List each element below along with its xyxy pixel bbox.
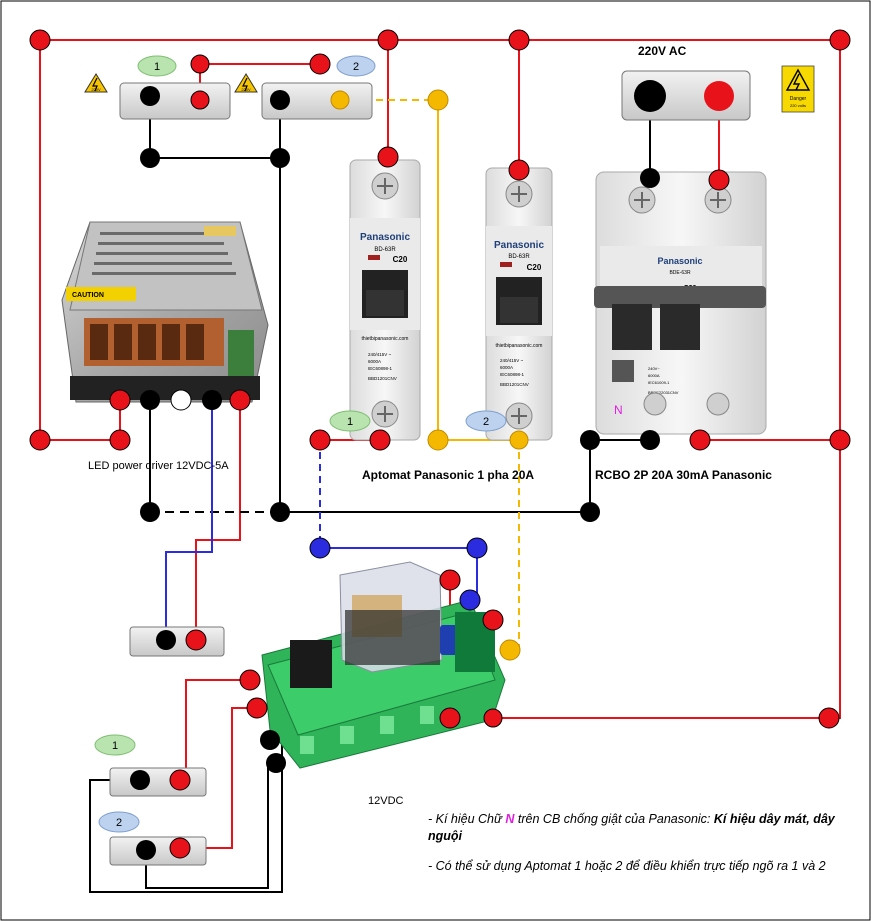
dots-yellow (330, 89, 529, 661)
svg-text:240/415V ~: 240/415V ~ (368, 352, 392, 357)
svg-text:BDE-63R: BDE-63R (669, 270, 691, 276)
ac-source-box (621, 70, 751, 121)
switch-box-1 (119, 82, 231, 120)
led-power-driver-image: CAUTION (61, 221, 269, 403)
rcbo-label: RCBO 2P 20A 30mA Panasonic (595, 468, 772, 482)
aptomat-label: Aptomat Panasonic 1 pha 20A (362, 468, 535, 482)
badge-aptomat-2: 2 (465, 410, 507, 432)
warning-icon-middle: 220V (234, 73, 258, 93)
dots-neutral (130, 86, 660, 860)
note-1-n: N (505, 812, 515, 826)
svg-text:CAUTION: CAUTION (72, 292, 104, 299)
badge-top-1: 1 (137, 55, 177, 77)
svg-text:220 volts: 220 volts (790, 103, 806, 108)
dots-blue (309, 537, 488, 611)
dots-live (29, 29, 851, 859)
svg-text:thietbipanasonic.com: thietbipanasonic.com (362, 336, 409, 342)
aptomat-1-image: Panasonic BD-63R C20 thietbipanasonic.co… (349, 159, 421, 441)
svg-text:Panasonic: Panasonic (657, 256, 702, 266)
svg-text:2: 2 (116, 817, 122, 829)
note-1-prefix: - Kí hiệu Chữ (428, 812, 506, 826)
svg-text:IEC60898-1: IEC60898-1 (500, 372, 525, 377)
svg-text:C20: C20 (527, 263, 542, 272)
svg-text:BD-63R: BD-63R (508, 254, 530, 260)
svg-text:220V: 220V (241, 87, 251, 92)
warning-icon-left: 220V (84, 73, 108, 93)
svg-text:Panasonic: Panasonic (360, 232, 410, 243)
svg-text:BD-63R: BD-63R (374, 247, 396, 253)
note-aptomat-control: - Có thể sử dụng Aptomat 1 hoặc 2 để điề… (428, 859, 826, 873)
output-box-1 (109, 767, 207, 797)
svg-text:BBD1201CNV: BBD1201CNV (368, 376, 397, 381)
led-driver-label: LED power driver 12VDC-5A (88, 460, 229, 472)
relay-voltage-label: 12VDC (368, 795, 404, 807)
output-box-2 (109, 836, 207, 866)
note-neutral-symbol: - Kí hiệu Chữ N trên CB chống giật của P… (428, 811, 838, 845)
svg-text:Danger: Danger (790, 96, 807, 102)
svg-text:thietbipanasonic.com: thietbipanasonic.com (496, 343, 543, 349)
svg-text:6000A: 6000A (500, 365, 513, 370)
svg-text:2: 2 (353, 61, 359, 73)
svg-text:IEC60898-1: IEC60898-1 (368, 366, 393, 371)
svg-text:1: 1 (347, 416, 353, 428)
svg-text:BBDE22031CNV: BBDE22031CNV (648, 390, 679, 395)
aptomat-2-image: Panasonic BD-63R C20 thietbipanasonic.co… (485, 167, 553, 441)
svg-text:IEC61009-1: IEC61009-1 (648, 380, 670, 385)
svg-text:240V~: 240V~ (648, 366, 660, 371)
svg-text:C20: C20 (393, 255, 408, 264)
badge-output-1: 1 (94, 734, 136, 756)
badge-top-2: 2 (336, 55, 376, 77)
neutral-mark: N (614, 403, 623, 417)
svg-text:1: 1 (112, 740, 118, 752)
svg-text:6000A: 6000A (368, 359, 381, 364)
note-1-middle: trên CB chống giật của Panasonic: (514, 812, 714, 826)
svg-text:220V: 220V (91, 87, 101, 92)
svg-text:Panasonic: Panasonic (494, 240, 544, 251)
note-1-bold: Kí hiệu dây mát, dây nguội (428, 812, 835, 843)
rcbo-image: Panasonic BDE-63R C20 240V~ 6000A IEC610… (594, 171, 767, 435)
badge-output-2: 2 (98, 811, 140, 833)
ac-source-title: 220V AC (638, 44, 687, 58)
svg-text:BBD1201CNV: BBD1201CNV (500, 382, 529, 387)
dot-white (170, 389, 192, 411)
badge-aptomat-1: 1 (329, 410, 371, 432)
svg-text:1: 1 (154, 61, 160, 73)
svg-text:6000A: 6000A (648, 373, 660, 378)
svg-text:2: 2 (483, 416, 489, 428)
led-output-box (129, 626, 225, 657)
svg-text:240/415V ~: 240/415V ~ (500, 358, 524, 363)
danger-sign-icon: Danger 220 volts (781, 65, 815, 113)
